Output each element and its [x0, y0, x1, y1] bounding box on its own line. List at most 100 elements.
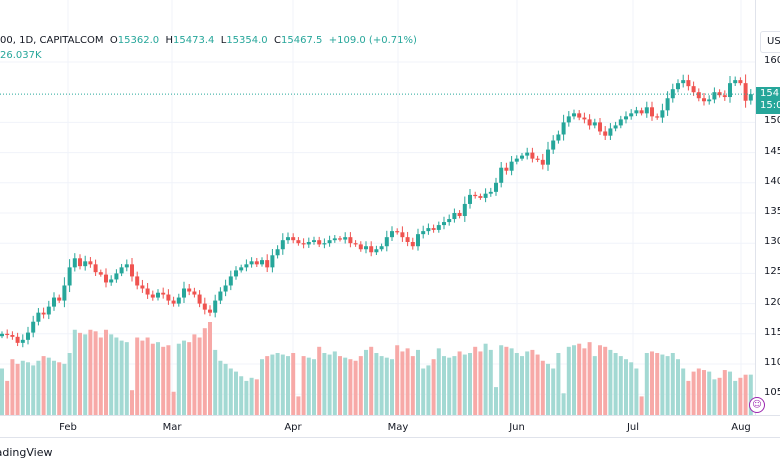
candle-body: [317, 240, 322, 245]
price-tick-label: 13500: [764, 206, 780, 217]
volume-bar: [624, 359, 628, 415]
candle-body: [395, 231, 400, 233]
volume-bar: [135, 337, 140, 415]
candle-body: [473, 194, 478, 197]
volume-bar: [72, 329, 77, 415]
candle-body: [234, 270, 238, 277]
candle-body: [358, 244, 363, 250]
price-tick-label: 13000: [764, 236, 780, 248]
volume-bar: [275, 353, 280, 415]
price-tick-label: 15000: [764, 115, 780, 127]
candle-body: [78, 258, 82, 267]
candle-body: [88, 261, 93, 265]
candle-body: [733, 80, 738, 84]
volume-bar: [202, 328, 207, 415]
tradingview-logo[interactable]: TradingView: [0, 446, 53, 459]
month-tick-label: Jun: [509, 422, 525, 433]
volume-bar: [0, 368, 4, 415]
candle-body: [286, 237, 290, 241]
volume-bar: [374, 353, 379, 415]
volume-bar: [410, 356, 415, 415]
price-axis[interactable]: 16000 15000 14500 14000 13500 13000 12500 12000…: [755, 0, 780, 415]
candle-body: [254, 261, 259, 265]
candle-body: [260, 260, 264, 265]
candle-body: [707, 99, 712, 102]
open-value: 15362.0: [117, 35, 160, 46]
volume-bar: [462, 354, 467, 415]
candle-body: [109, 279, 114, 283]
candle-body: [291, 237, 296, 241]
volume-bar: [364, 349, 368, 415]
volume-bar: [431, 359, 436, 415]
volume-bar: [395, 345, 400, 415]
candle-body: [535, 158, 540, 160]
candle-body: [0, 333, 4, 337]
volume-bar: [249, 377, 254, 415]
candle-body: [478, 196, 483, 198]
currency-button[interactable]: USD: [760, 31, 780, 53]
volume-bar: [197, 337, 202, 415]
candle-body: [67, 267, 72, 286]
volume-bar: [629, 362, 634, 415]
candle-body: [686, 80, 691, 87]
volume-bar: [78, 332, 82, 415]
smiley-icon[interactable]: ☺: [749, 397, 765, 413]
volume-bar: [41, 356, 46, 415]
candle-body: [665, 98, 670, 111]
volume-bar: [494, 387, 498, 415]
candle-body: [296, 240, 301, 244]
volume-bar: [738, 377, 743, 415]
candle-body: [197, 294, 202, 304]
volume-bar: [613, 353, 618, 415]
candle-body: [140, 285, 145, 289]
volume-bar: [119, 340, 124, 415]
volume-bar: [665, 356, 670, 415]
volume-bar: [426, 365, 431, 415]
candle-body: [410, 241, 415, 247]
volume-bar: [46, 357, 51, 415]
candle-body: [468, 194, 472, 204]
volume-bar: [598, 345, 602, 415]
volume-bar: [722, 370, 727, 415]
volume-bar: [478, 351, 483, 415]
volume-bar: [306, 357, 311, 415]
volume-legend: 26.037K: [0, 50, 42, 61]
price-tick-label: 12500: [764, 266, 780, 278]
volume-bar: [436, 348, 441, 415]
volume-bar: [509, 348, 514, 415]
volume-bar: [686, 380, 691, 415]
candle-body: [577, 113, 582, 118]
candle-body: [187, 288, 192, 292]
candle-body: [618, 119, 623, 126]
candle-body: [556, 134, 561, 141]
candle-body: [608, 128, 613, 136]
volume-bar: [312, 359, 316, 415]
volume-bar: [20, 360, 25, 415]
candle-body: [452, 213, 457, 220]
volume-bar: [468, 353, 472, 415]
volume-bar: [535, 354, 540, 415]
candle-body: [374, 249, 379, 253]
candle-body: [598, 122, 602, 132]
volume-bar: [655, 353, 660, 415]
volume-bar: [691, 371, 696, 415]
volume-bar: [15, 363, 20, 415]
candlestick-chart[interactable]: [0, 0, 755, 415]
volume-bar: [488, 349, 493, 415]
volume-bar: [98, 337, 103, 415]
volume-bar: [338, 356, 342, 415]
candle-body: [161, 292, 166, 295]
candle-body: [572, 113, 576, 117]
candle-body: [488, 191, 493, 194]
candle-body: [681, 80, 686, 84]
candle-body: [442, 222, 446, 226]
volume-bar: [405, 348, 410, 415]
volume-bar: [353, 360, 358, 415]
volume-bar: [369, 346, 374, 415]
volume-bar: [327, 354, 332, 415]
month-tick-label: Apr: [284, 422, 302, 433]
candle-body: [208, 309, 212, 313]
volume-bar: [670, 353, 675, 415]
candle-body: [156, 292, 160, 298]
price-tick-label: 11000: [764, 357, 780, 368]
